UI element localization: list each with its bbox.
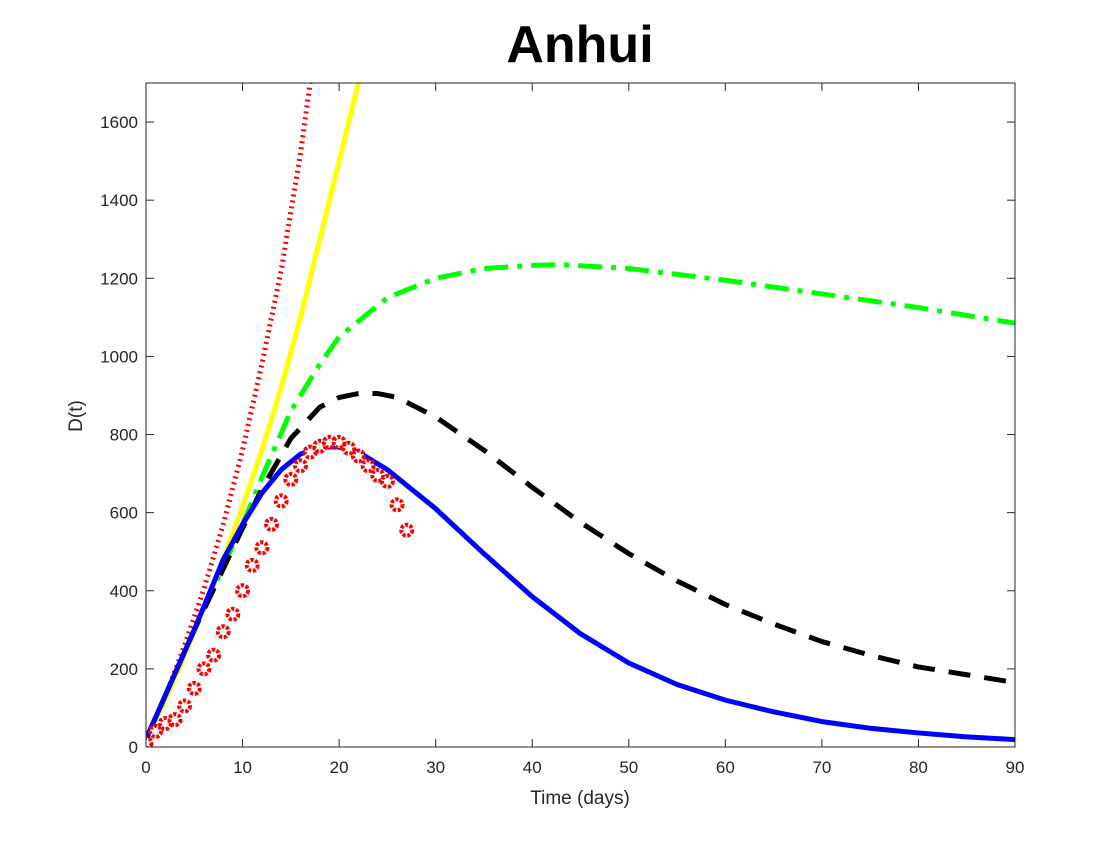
series-line-2 [146, 262, 1015, 741]
data-point [148, 723, 164, 739]
x-tick-label: 40 [523, 758, 542, 777]
y-tick-label: 200 [110, 660, 138, 679]
series-layer [146, 83, 1015, 743]
data-point [167, 712, 183, 728]
x-tick-label: 60 [716, 758, 735, 777]
data-point [331, 434, 347, 450]
data-point [399, 522, 415, 538]
y-axis: 0 200 400 600 800 1000 1200 1400 1600 [100, 113, 1015, 757]
y-tick-label: 1000 [100, 347, 138, 366]
data-point [235, 583, 251, 599]
marker-layer [146, 434, 415, 747]
x-tick-label: 80 [909, 758, 928, 777]
data-point [254, 540, 270, 556]
data-point [360, 458, 376, 474]
data-point [186, 680, 202, 696]
data-point [215, 624, 231, 640]
y-tick-label: 600 [110, 504, 138, 523]
data-point [292, 458, 308, 474]
y-tick-label: 1200 [100, 269, 138, 288]
y-tick-label: 1400 [100, 191, 138, 210]
x-tick-label: 90 [1006, 758, 1025, 777]
series-line-4 [146, 444, 1015, 743]
data-point [206, 647, 222, 663]
x-tick-label: 10 [233, 758, 252, 777]
x-tick-label: 70 [812, 758, 831, 777]
x-tick-label: 30 [426, 758, 445, 777]
series-line-3 [146, 391, 1015, 741]
y-tick-label: 800 [110, 426, 138, 445]
data-point [264, 516, 280, 532]
data-point [244, 557, 260, 573]
plot-area [146, 83, 1015, 747]
data-point [283, 471, 299, 487]
y-tick-label: 400 [110, 582, 138, 601]
data-point [379, 473, 395, 489]
x-tick-label: 20 [330, 758, 349, 777]
data-point [350, 448, 366, 464]
data-point [177, 698, 193, 714]
chart-title: Anhui [506, 16, 653, 74]
data-point [341, 440, 357, 456]
x-tick-label: 50 [619, 758, 638, 777]
data-point [146, 735, 154, 747]
data-point [389, 497, 405, 513]
x-axis: 0 10 20 30 40 50 60 70 80 90 [141, 83, 1024, 777]
y-tick-label: 0 [129, 738, 138, 757]
x-axis-label: Time (days) [530, 788, 630, 809]
x-tick-label: 0 [141, 758, 150, 777]
data-point [196, 661, 212, 677]
data-point [225, 606, 241, 622]
data-point [273, 493, 289, 509]
y-tick-label: 1600 [100, 113, 138, 132]
plot-frame [145, 82, 1016, 748]
y-axis-label: D(t) [66, 400, 87, 432]
data-point [370, 468, 386, 484]
